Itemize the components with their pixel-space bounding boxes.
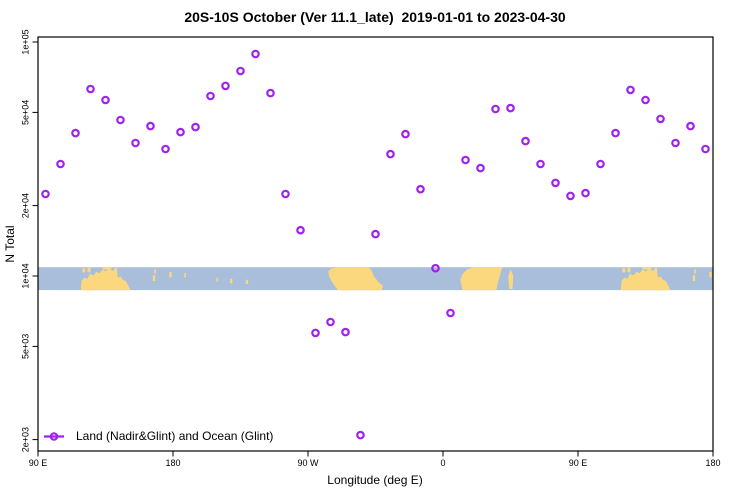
land-speck xyxy=(102,267,112,270)
y-axis-title: N Total xyxy=(3,225,17,263)
land-speck xyxy=(245,279,249,284)
data-point xyxy=(41,189,50,199)
x-tick-label: 180 xyxy=(705,458,720,468)
y-tick-label: 2e+04 xyxy=(20,193,30,218)
data-point xyxy=(206,91,215,101)
data-point xyxy=(671,138,680,148)
data-point xyxy=(251,49,260,59)
legend xyxy=(44,432,64,441)
land-speck xyxy=(82,268,86,273)
x-tick-label: 0 xyxy=(440,458,445,468)
land-speck xyxy=(692,275,696,281)
data-point xyxy=(386,149,395,159)
data-point xyxy=(581,188,590,198)
data-point xyxy=(461,155,470,165)
data-point xyxy=(401,129,410,139)
land-mass-madagascar xyxy=(508,269,514,289)
data-point xyxy=(101,95,110,105)
land-speck xyxy=(694,269,696,274)
data-point xyxy=(551,178,560,188)
x-tick-label: 90 W xyxy=(297,458,319,468)
land-mass-australia xyxy=(620,267,671,291)
data-point xyxy=(296,225,305,235)
data-point xyxy=(701,144,710,154)
land-speck xyxy=(216,277,218,282)
data-point xyxy=(326,317,335,327)
data-point xyxy=(431,263,440,273)
legend-label: Land (Nadir&Glint) and Ocean (Glint) xyxy=(76,429,274,443)
data-point xyxy=(536,159,545,169)
y-tick-label: 2e+03 xyxy=(20,427,30,452)
plot-border xyxy=(37,36,714,452)
land-speck xyxy=(169,271,172,278)
land-mass-south-america xyxy=(328,267,383,291)
data-point xyxy=(266,88,275,98)
data-point xyxy=(221,81,230,91)
land-speck xyxy=(622,268,626,273)
land-speck xyxy=(627,267,631,273)
land-speck xyxy=(230,278,233,284)
data-point xyxy=(446,308,455,318)
land-speck xyxy=(154,269,156,274)
data-point xyxy=(71,128,80,138)
chart-title: 20S-10S October (Ver 11.1_late) 2019-01-… xyxy=(184,9,566,25)
data-point xyxy=(611,128,620,138)
legend-marker-icon xyxy=(49,432,59,441)
data-point xyxy=(236,66,245,76)
data-point xyxy=(116,115,125,125)
data-point xyxy=(341,327,350,337)
data-point xyxy=(131,138,140,148)
data-point xyxy=(56,159,65,169)
x-axis-title: Longitude (deg E) xyxy=(327,473,423,487)
x-tick-label: 90 E xyxy=(29,458,48,468)
data-point xyxy=(596,159,605,169)
data-point xyxy=(311,328,320,338)
land-speck xyxy=(709,271,712,278)
data-point xyxy=(176,127,185,137)
y-tick-label: 1e+05 xyxy=(20,29,30,54)
y-tick-label: 5e+04 xyxy=(20,100,30,125)
land-speck xyxy=(87,267,91,273)
land-mass-australia xyxy=(80,267,131,291)
data-point xyxy=(641,95,650,105)
x-tick-label: 90 E xyxy=(569,458,588,468)
land-speck xyxy=(152,275,156,281)
data-point xyxy=(86,84,95,94)
data-point xyxy=(161,144,170,154)
data-point xyxy=(146,121,155,131)
data-point xyxy=(626,85,635,95)
data-point xyxy=(371,229,380,239)
land-speck xyxy=(184,273,186,278)
data-point xyxy=(356,430,365,440)
data-point xyxy=(506,103,515,113)
data-point xyxy=(191,122,200,132)
data-point xyxy=(476,163,485,173)
plot-dynamic-layer: 90 E 180 90 W 0 90 E 180 2e+03 5e+03 1e+04 2e+04 5… xyxy=(20,29,720,468)
data-point xyxy=(566,191,575,201)
x-tick-label: 180 xyxy=(165,458,180,468)
data-point xyxy=(416,184,425,194)
data-point xyxy=(521,136,530,146)
data-point xyxy=(686,121,695,131)
land-speck xyxy=(642,267,652,270)
y-tick-label: 5e+03 xyxy=(20,334,30,359)
land-mass-africa xyxy=(460,267,503,291)
y-tick-label: 1e+04 xyxy=(20,263,30,288)
data-point xyxy=(656,114,665,124)
data-point xyxy=(281,189,290,199)
data-point xyxy=(491,104,500,114)
